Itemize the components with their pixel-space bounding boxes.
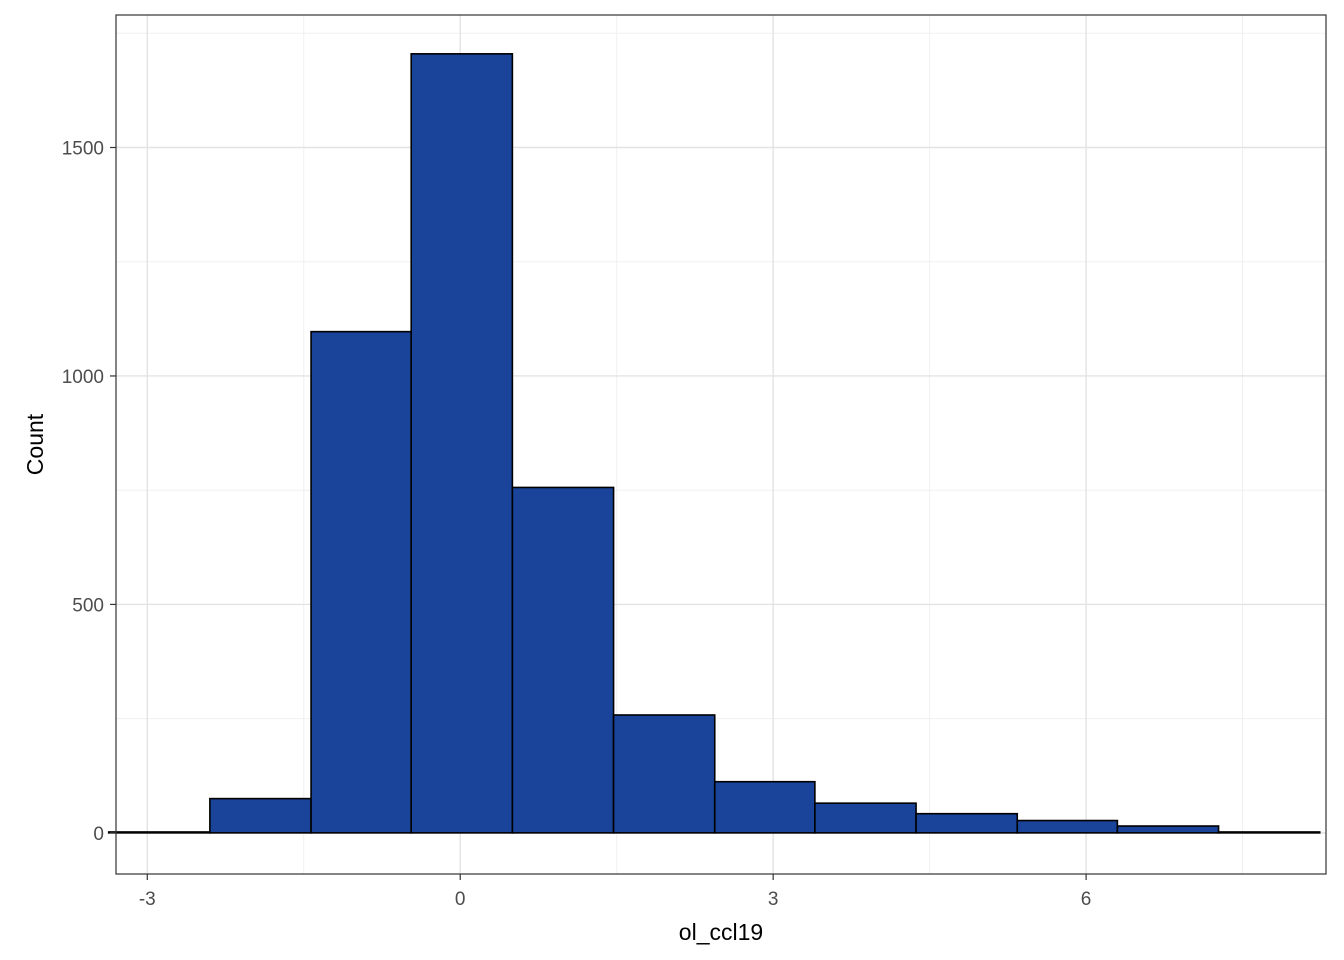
histogram-bar	[1116, 825, 1220, 834]
x-tick-label: 3	[768, 889, 779, 910]
x-axis-title: ol_ccl19	[679, 919, 763, 945]
histogram-bar	[1217, 831, 1321, 834]
histogram-bar	[612, 714, 716, 834]
x-tick-label: 6	[1081, 889, 1092, 910]
y-tick-label: 1000	[62, 367, 104, 388]
minor-gridlines	[116, 15, 1326, 874]
histogram-bar	[209, 797, 312, 834]
y-tick-label: 500	[72, 595, 104, 616]
x-tick-label: 0	[455, 889, 466, 910]
y-axis-ticks: 0 500 1000 1500	[62, 139, 116, 845]
y-tick-label: 1500	[62, 139, 104, 160]
histogram-bar	[1016, 819, 1119, 834]
x-axis-ticks: -3 0 3 6	[139, 874, 1092, 910]
histogram-bar	[915, 812, 1019, 834]
histogram-bar	[713, 780, 816, 834]
x-tick-label: -3	[139, 889, 156, 910]
histogram-bar	[310, 330, 412, 834]
histogram-bar	[814, 802, 917, 834]
histogram-bar	[410, 53, 514, 834]
panel-border	[115, 14, 1327, 875]
histogram-bar	[511, 486, 615, 834]
y-tick-label: 0	[93, 824, 104, 845]
histogram-bar	[107, 831, 211, 834]
histogram-bars	[107, 53, 1321, 834]
y-axis-title: Count	[22, 413, 48, 475]
